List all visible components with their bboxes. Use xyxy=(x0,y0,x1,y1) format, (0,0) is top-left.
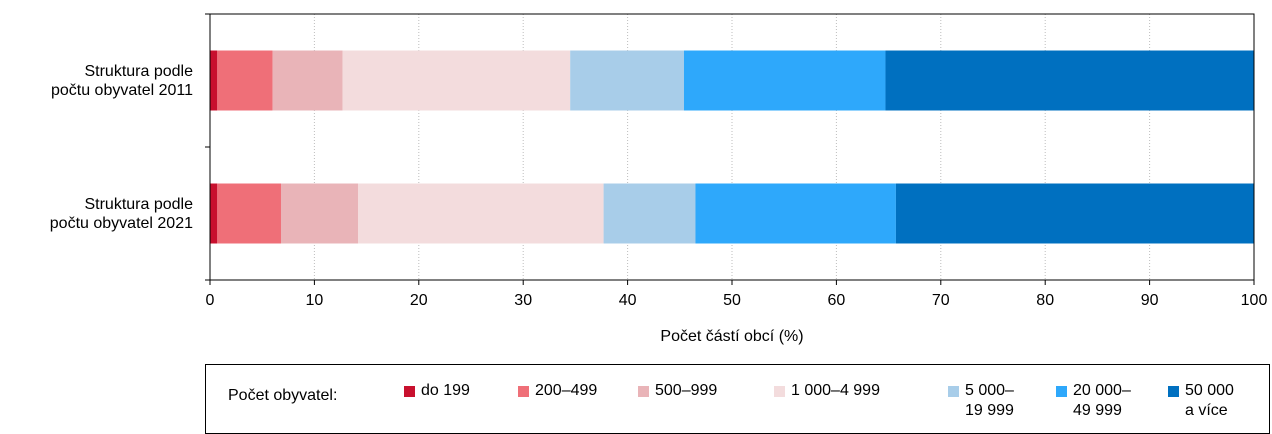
legend-swatch-2 xyxy=(518,386,529,397)
legend-swatch-1 xyxy=(404,386,415,397)
bar-segment-2-5 xyxy=(603,183,696,244)
bar-segment-2-6 xyxy=(695,183,896,244)
legend-label-4: 1 000–4 999 xyxy=(791,381,880,401)
x-tick-label-70: 70 xyxy=(932,292,950,309)
bar-segment-1-7 xyxy=(885,50,1254,111)
legend-swatch-7 xyxy=(1168,386,1179,397)
bar-segment-1-1 xyxy=(210,50,218,111)
legend-label-line: 50 000 xyxy=(1185,382,1234,399)
x-tick-label-60: 60 xyxy=(828,292,846,309)
y-axis-categories: Struktura podle počtu obyvatel 2011 Strukt… xyxy=(50,63,193,232)
bar-segment-2-1 xyxy=(210,183,218,244)
bar-segment-1-3 xyxy=(272,50,343,111)
gridlines xyxy=(313,14,1151,280)
legend-label-line: 19 999 xyxy=(965,402,1014,419)
bars xyxy=(210,50,1254,244)
bar-segment-2-4 xyxy=(358,183,604,244)
legend-label-line: do 199 xyxy=(421,382,470,399)
legend-label-7: 50 000 a více xyxy=(1185,381,1234,421)
bar-segment-1-5 xyxy=(570,50,684,111)
legend-title: Počet obyvatel: xyxy=(228,387,338,404)
legend-label-1: do 199 xyxy=(421,381,470,401)
bar-segment-2-7 xyxy=(895,183,1254,244)
bar-segment-2-2 xyxy=(217,183,281,244)
x-tick-label-20: 20 xyxy=(410,292,428,309)
x-axis-ticks: 0 10 20 30 40 50 60 70 80 90 100 xyxy=(206,280,1268,309)
legend-label-line: 20 000– xyxy=(1073,382,1131,399)
category-label-1-line-2: počtu obyvatel 2011 xyxy=(51,82,193,99)
legend-label-2: 200–499 xyxy=(535,381,597,401)
x-tick-label-100: 100 xyxy=(1241,292,1268,309)
bar-segment-1-6 xyxy=(683,50,886,111)
legend-label-line: 1 000–4 999 xyxy=(791,382,880,399)
legend-label-line: 5 000– xyxy=(965,382,1014,399)
bar-segment-2-3 xyxy=(280,183,359,244)
legend-label-line: 200–499 xyxy=(535,382,598,399)
legend-label-line: 500–999 xyxy=(655,382,718,399)
legend-label-6: 20 000– 49 999 xyxy=(1073,381,1131,421)
x-axis-title: Počet částí obcí (%) xyxy=(660,328,803,345)
stacked-bar-chart: 0 10 20 30 40 50 60 70 80 90 100 Struktura podle po… xyxy=(50,13,1268,345)
legend: Počet obyvatel: do 199 200–499 500–999 1 00… xyxy=(205,364,1270,434)
legend-swatch-6 xyxy=(1056,386,1067,397)
legend-swatch-5 xyxy=(948,386,959,397)
legend-label-3: 500–999 xyxy=(655,381,717,401)
category-label-2-line-1: Struktura podle xyxy=(84,196,193,213)
category-label-1-line-1: Struktura podle xyxy=(84,63,193,80)
x-tick-label-0: 0 xyxy=(206,292,215,309)
x-tick-label-30: 30 xyxy=(514,292,532,309)
legend-label-line: a více xyxy=(1185,402,1228,419)
category-label-2-line-2: počtu obyvatel 2021 xyxy=(50,215,193,232)
x-tick-label-90: 90 xyxy=(1141,292,1159,309)
legend-label-line: 49 999 xyxy=(1073,402,1122,419)
x-tick-label-40: 40 xyxy=(619,292,637,309)
x-tick-label-50: 50 xyxy=(723,292,741,309)
x-tick-label-80: 80 xyxy=(1036,292,1054,309)
bar-segment-1-2 xyxy=(217,50,273,111)
legend-label-5: 5 000– 19 999 xyxy=(965,381,1014,421)
legend-swatch-4 xyxy=(774,386,785,397)
legend-swatch-3 xyxy=(638,386,649,397)
x-tick-label-10: 10 xyxy=(306,292,324,309)
bar-segment-1-4 xyxy=(342,50,571,111)
